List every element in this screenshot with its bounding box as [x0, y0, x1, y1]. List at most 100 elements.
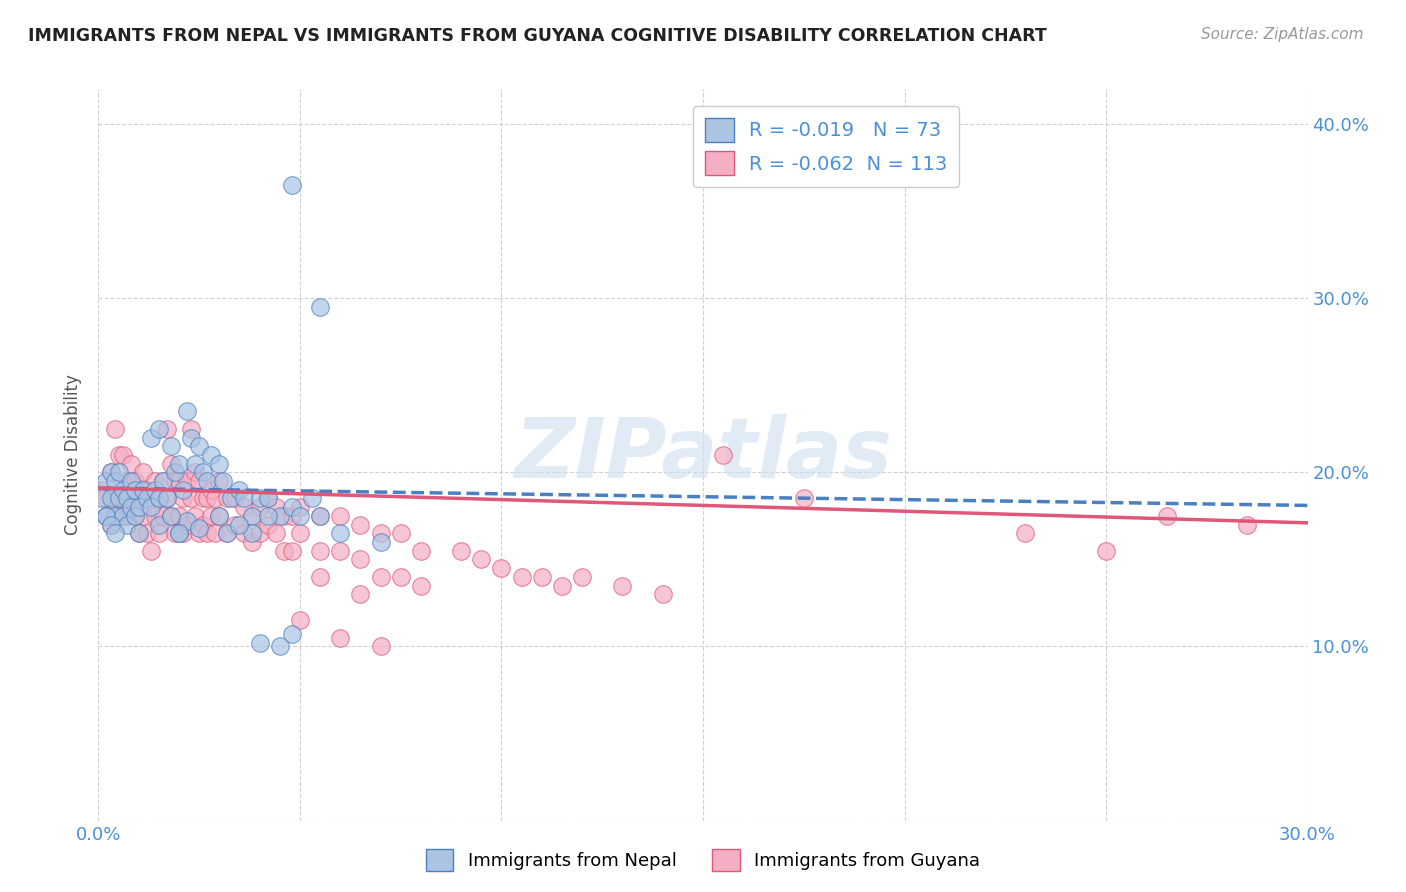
Point: [329, 543, 352, 558]
Point: [139, 430, 162, 444]
Point: [240, 508, 263, 523]
Point: [184, 508, 207, 523]
Point: [204, 526, 226, 541]
Point: [208, 474, 231, 488]
Point: [115, 517, 138, 532]
Point: [100, 517, 122, 532]
Point: [120, 500, 142, 515]
Point: [156, 491, 179, 506]
Point: [115, 474, 138, 488]
Point: [111, 448, 134, 462]
Point: [221, 491, 243, 506]
Point: [370, 535, 392, 549]
Point: [172, 491, 194, 506]
Point: [124, 474, 146, 488]
Point: [264, 526, 287, 541]
Point: [96, 508, 118, 523]
Point: [167, 508, 190, 523]
Point: [249, 636, 271, 650]
Point: [132, 508, 155, 523]
Point: [329, 508, 352, 523]
Point: [370, 640, 392, 654]
Point: [96, 508, 118, 523]
Point: [152, 474, 174, 488]
Point: [281, 508, 304, 523]
Point: [135, 526, 157, 541]
Point: [148, 491, 170, 506]
Point: [217, 526, 239, 541]
Point: [256, 491, 278, 506]
Point: [107, 508, 129, 523]
Point: [281, 500, 304, 515]
Point: [309, 570, 332, 584]
Point: [389, 526, 412, 541]
Point: [128, 491, 150, 506]
Point: [273, 508, 295, 523]
Point: [107, 466, 129, 480]
Point: [167, 474, 190, 488]
Point: [309, 300, 332, 314]
Point: [128, 526, 150, 541]
Point: [195, 474, 218, 488]
Point: [184, 466, 207, 480]
Point: [139, 500, 162, 515]
Point: [389, 570, 412, 584]
Point: [208, 457, 231, 471]
Point: [256, 517, 278, 532]
Point: [256, 508, 278, 523]
Point: [163, 466, 186, 480]
Point: [193, 491, 215, 506]
Point: [143, 508, 166, 523]
Point: [309, 543, 332, 558]
Point: [188, 474, 211, 488]
Point: [217, 491, 239, 506]
Point: [264, 500, 287, 515]
Point: [249, 526, 271, 541]
Point: [124, 508, 146, 523]
Point: [184, 457, 207, 471]
Point: [711, 448, 734, 462]
Text: IMMIGRANTS FROM NEPAL VS IMMIGRANTS FROM GUYANA COGNITIVE DISABILITY CORRELATION: IMMIGRANTS FROM NEPAL VS IMMIGRANTS FROM…: [28, 27, 1047, 45]
Point: [167, 526, 190, 541]
Point: [115, 491, 138, 506]
Point: [172, 526, 194, 541]
Point: [491, 561, 513, 575]
Point: [208, 508, 231, 523]
Point: [612, 578, 634, 592]
Point: [103, 474, 125, 488]
Point: [160, 457, 183, 471]
Point: [224, 517, 246, 532]
Y-axis label: Cognitive Disability: Cognitive Disability: [65, 375, 83, 535]
Point: [793, 491, 815, 506]
Point: [269, 640, 291, 654]
Point: [148, 491, 170, 506]
Point: [128, 526, 150, 541]
Point: [193, 466, 215, 480]
Point: [152, 474, 174, 488]
Point: [103, 491, 125, 506]
Point: [132, 483, 155, 497]
Point: [111, 491, 134, 506]
Point: [370, 526, 392, 541]
Point: [100, 491, 122, 506]
Point: [124, 508, 146, 523]
Point: [195, 526, 218, 541]
Point: [240, 526, 263, 541]
Point: [124, 483, 146, 497]
Point: [551, 578, 574, 592]
Point: [188, 521, 211, 535]
Point: [301, 491, 323, 506]
Legend: R = -0.019   N = 73, R = -0.062  N = 113: R = -0.019 N = 73, R = -0.062 N = 113: [693, 106, 959, 186]
Point: [200, 483, 222, 497]
Point: [288, 526, 311, 541]
Point: [100, 466, 122, 480]
Point: [571, 570, 593, 584]
Point: [96, 508, 118, 523]
Point: [180, 430, 202, 444]
Point: [176, 514, 198, 528]
Point: [115, 508, 138, 523]
Point: [349, 587, 371, 601]
Point: [139, 491, 162, 506]
Point: [96, 474, 118, 488]
Point: [273, 543, 295, 558]
